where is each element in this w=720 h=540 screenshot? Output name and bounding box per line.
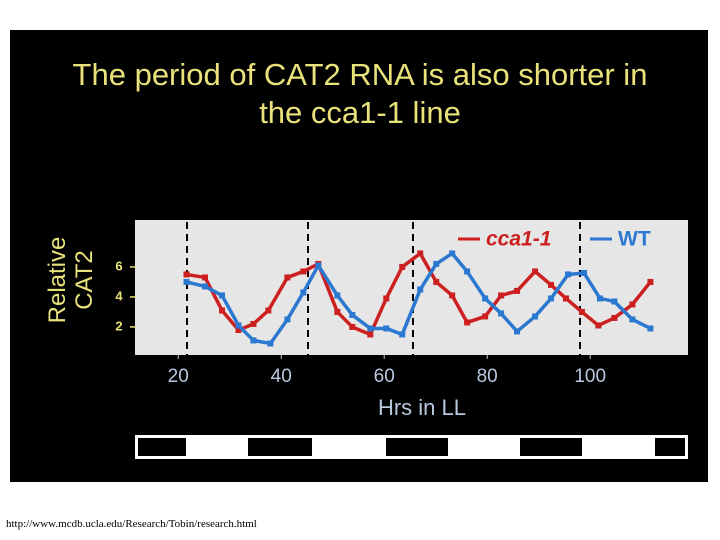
data-point [548, 281, 555, 288]
data-point [595, 322, 602, 329]
data-point [611, 298, 618, 305]
data-point [349, 311, 356, 318]
data-point [349, 323, 356, 330]
data-point [183, 271, 190, 278]
data-point [514, 287, 521, 294]
data-point [367, 331, 374, 338]
data-point [498, 310, 505, 317]
data-point [580, 269, 587, 276]
data-point [629, 301, 636, 308]
data-point [300, 289, 307, 296]
x-tick-label: 40 [271, 366, 292, 387]
data-point [315, 262, 322, 269]
dark-period [386, 438, 448, 456]
data-point [433, 260, 440, 267]
data-point [235, 322, 242, 329]
data-point [514, 328, 521, 335]
data-point [532, 313, 539, 320]
data-point [300, 268, 307, 275]
data-point [482, 313, 489, 320]
light-dark-bar [135, 435, 688, 459]
data-point [647, 278, 654, 285]
x-tick-label: 100 [574, 366, 606, 387]
x-tick-label: 80 [477, 366, 498, 387]
data-point [383, 295, 390, 302]
source-url: http://www.mcdb.ucla.edu/Research/Tobin/… [6, 518, 257, 530]
data-point [498, 292, 505, 299]
data-point [183, 278, 190, 285]
dark-period [248, 438, 312, 456]
day-night-markers [186, 222, 581, 355]
data-point [334, 308, 341, 315]
data-point [647, 325, 654, 332]
data-point [629, 316, 636, 323]
data-point [250, 320, 257, 327]
y-tick-label: 4 [115, 288, 123, 303]
data-point [464, 268, 471, 275]
x-tick-label: 20 [168, 366, 189, 387]
data-point [611, 314, 618, 321]
data-point [202, 283, 209, 290]
legend-label: WT [618, 228, 651, 251]
y-tick-label: 6 [115, 258, 122, 273]
data-point [548, 295, 555, 302]
data-point [250, 337, 257, 344]
y-tick-label: 2 [115, 318, 122, 333]
data-point [267, 340, 274, 347]
data-point [464, 319, 471, 326]
data-point [417, 286, 424, 293]
data-point [383, 325, 390, 332]
data-point [284, 274, 291, 281]
data-point [449, 292, 456, 299]
data-point [235, 326, 242, 333]
plot-area [135, 220, 688, 355]
data-point [449, 250, 456, 257]
x-axis-label: Hrs in LL [378, 395, 466, 420]
data-point [202, 274, 209, 281]
x-tick-label: 60 [374, 366, 395, 387]
data-point [265, 307, 272, 314]
data-point [532, 268, 539, 275]
data-point [482, 295, 489, 302]
data-point [399, 263, 406, 270]
data-point [334, 292, 341, 299]
data-point [565, 271, 572, 278]
dark-period [138, 438, 186, 456]
data-point [596, 295, 603, 302]
chart-title: The period of CAT2 RNA is also shorter i… [72, 57, 648, 130]
dark-period [655, 438, 685, 456]
data-point [219, 292, 226, 299]
data-point [367, 325, 374, 332]
dark-period [520, 438, 582, 456]
data-point [284, 316, 291, 323]
data-point [219, 307, 226, 314]
data-point [433, 278, 440, 285]
legend-label: cca1-1 [486, 228, 551, 251]
data-point [578, 308, 585, 315]
data-point [417, 250, 424, 257]
data-point [562, 295, 569, 302]
data-point [399, 331, 406, 338]
